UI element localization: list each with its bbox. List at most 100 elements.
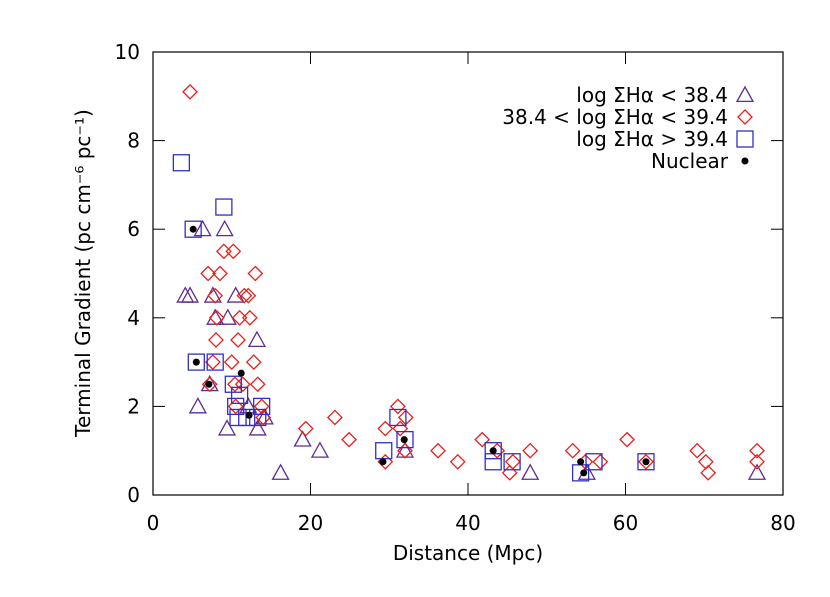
dot-marker <box>192 358 200 366</box>
diamond-marker <box>241 309 258 326</box>
diamond-marker <box>182 83 198 100</box>
square-marker <box>396 430 414 449</box>
diamond-marker <box>208 332 224 348</box>
square-marker <box>503 453 521 471</box>
diamond-marker <box>247 265 264 282</box>
triangle-marker <box>217 419 237 436</box>
diamond-marker <box>208 309 225 326</box>
dot-marker <box>577 458 585 466</box>
dot-marker <box>245 411 253 419</box>
diamond-marker <box>204 354 221 371</box>
triangle-marker <box>188 397 207 414</box>
diamond-marker <box>225 243 242 260</box>
triangle-marker <box>180 286 200 303</box>
diamond-marker <box>255 409 272 426</box>
square-marker <box>187 353 205 371</box>
dot-marker <box>379 458 387 466</box>
x-axis-title: Distance (Mpc) <box>393 541 543 565</box>
diamond-marker <box>249 376 266 393</box>
diamond-marker <box>223 354 240 371</box>
square-marker <box>230 386 249 404</box>
y-tick-label: 4 <box>127 306 140 330</box>
x-tick-label: 60 <box>613 511 638 535</box>
square-marker <box>224 375 242 393</box>
diamond-marker <box>749 453 765 470</box>
triangle-marker <box>310 441 330 458</box>
square-marker <box>215 198 233 216</box>
diamond-marker <box>564 442 581 459</box>
diamond-marker <box>638 453 654 470</box>
triangle-marker <box>747 463 767 480</box>
square-marker <box>637 453 655 471</box>
x-tick-label: 0 <box>147 511 160 535</box>
diamond-marker <box>749 442 765 459</box>
x-tick-label: 20 <box>298 511 323 535</box>
y-tick-label: 6 <box>127 217 140 241</box>
diamond-marker <box>449 453 466 470</box>
triangle-marker <box>248 419 267 436</box>
diamond-marker <box>592 453 609 470</box>
legend-label: log ΣHα < 38.4 <box>576 83 728 107</box>
diamond-marker <box>522 442 539 459</box>
square-marker <box>172 154 191 172</box>
diamond-marker <box>474 431 491 448</box>
diamond-marker <box>700 464 717 481</box>
diamond-marker <box>215 243 232 260</box>
square-marker <box>253 397 271 416</box>
diamond-marker <box>240 287 257 304</box>
diamond-marker <box>245 354 262 371</box>
diamond-marker <box>234 376 251 393</box>
x-tick-label: 80 <box>770 511 795 535</box>
diamond-marker <box>504 453 521 470</box>
square-marker <box>229 408 247 427</box>
diamond-marker <box>253 398 270 415</box>
diamond-marker <box>207 287 224 304</box>
triangle-marker <box>271 463 290 480</box>
triangle-marker <box>193 219 212 237</box>
legend-label: 38.4 < log ΣHα < 39.4 <box>502 105 728 129</box>
diamond-marker <box>212 265 228 282</box>
y-axis-title: Terminal Gradient (pc cm⁻⁶ pc⁻¹) <box>71 109 95 438</box>
diamond-marker <box>397 442 413 459</box>
y-tick-label: 10 <box>115 40 140 64</box>
dot-marker <box>580 469 588 477</box>
diamond-marker <box>737 109 753 125</box>
triangle-marker <box>226 286 245 303</box>
diamond-marker <box>501 464 518 481</box>
square-marker <box>389 408 407 427</box>
diamond-marker <box>430 442 446 459</box>
diamond-marker <box>226 376 243 393</box>
legend-label: Nuclear <box>651 149 729 173</box>
triangle-marker <box>293 430 312 447</box>
diamond-marker <box>297 420 314 437</box>
diamond-marker <box>341 431 358 448</box>
y-tick-label: 0 <box>127 483 140 507</box>
diamond-marker <box>200 265 217 282</box>
diamond-marker <box>389 398 406 415</box>
diamond-marker <box>236 287 253 304</box>
legend-label: log ΣHα > 39.4 <box>576 127 728 151</box>
diamond-marker <box>201 376 218 393</box>
square-marker <box>184 220 202 238</box>
diamond-marker <box>392 420 409 437</box>
diamond-marker <box>227 398 244 415</box>
y-tick-label: 8 <box>127 129 140 153</box>
dot-marker <box>489 447 497 455</box>
diamond-marker <box>689 442 706 459</box>
x-tick-label: 40 <box>455 511 480 535</box>
dot-marker <box>741 157 749 165</box>
triangle-marker <box>247 330 267 348</box>
square-marker <box>238 408 256 427</box>
square-marker <box>736 130 754 148</box>
diamond-marker <box>697 453 714 470</box>
dot-marker <box>205 380 213 388</box>
dot-marker <box>237 369 245 377</box>
diamond-marker <box>619 431 635 448</box>
diamond-marker <box>377 420 394 437</box>
triangle-marker <box>735 85 755 103</box>
dot-marker <box>189 225 197 233</box>
square-marker <box>484 442 502 460</box>
square-marker <box>227 397 245 416</box>
square-marker <box>206 353 224 371</box>
